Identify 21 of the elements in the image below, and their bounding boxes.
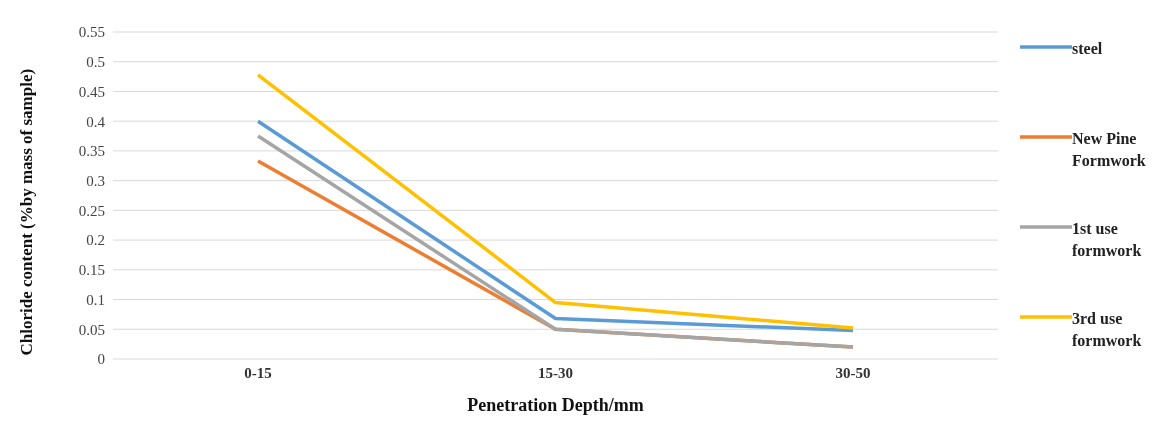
x-tick-label: 15-30: [538, 364, 573, 381]
x-axis-title: Penetration Depth/mm: [467, 395, 644, 415]
legend-label: New Pine Formwork: [1072, 129, 1147, 171]
y-tick-label: 0.35: [78, 143, 105, 160]
y-axis-title: Chloride content (%by mass of sample): [17, 68, 37, 356]
y-tick-label: 0.4: [86, 113, 106, 130]
y-tick-label: 0.15: [78, 262, 105, 279]
legend-label: steel: [1072, 39, 1104, 59]
y-tick-label: 0.55: [78, 24, 105, 41]
y-tick-label: 0.05: [78, 321, 105, 338]
y-tick-label: 0.2: [86, 232, 105, 249]
y-tick-label: 0.1: [86, 291, 105, 308]
legend-label: 3rd use formwork: [1072, 309, 1143, 351]
y-tick-label: 0.25: [78, 202, 105, 219]
y-tick-label: 0.3: [86, 172, 105, 189]
x-tick-label: 0-15: [244, 364, 272, 381]
y-tick-label: 0.45: [78, 83, 105, 100]
x-tick-label: 30-50: [835, 364, 871, 381]
legend-label: 1st use formwork: [1072, 219, 1143, 261]
y-tick-label: 0.5: [86, 54, 105, 71]
y-tick-label: 0: [97, 351, 105, 368]
